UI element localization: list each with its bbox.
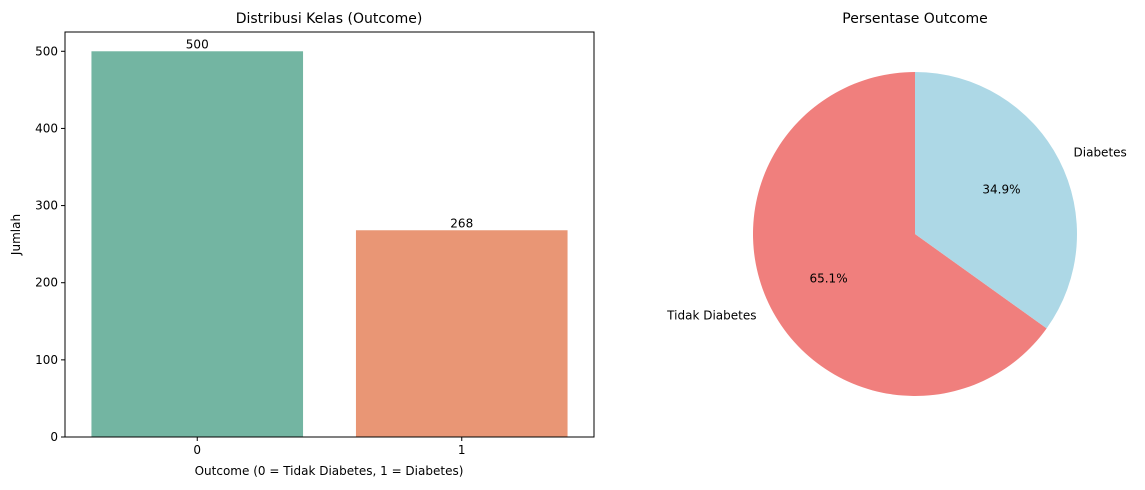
- bar: [355, 230, 568, 437]
- bar: [91, 51, 304, 438]
- pie-chart-title: Persentase Outcome: [842, 11, 987, 27]
- bar-y-tick-label: 300: [35, 199, 58, 213]
- pie-percent-label: 34.9%: [982, 183, 1020, 197]
- pie-slice-label: Tidak Diabetes: [666, 308, 756, 322]
- bar-y-tick-label: 500: [35, 44, 58, 58]
- bar-chart: Distribusi Kelas (Outcome) 0 100 200 300 400…: [9, 11, 595, 478]
- pie-percent-label: 65.1%: [809, 271, 847, 285]
- bar-axes-frame: [64, 31, 595, 438]
- bar-y-tick-label: 0: [50, 430, 58, 444]
- bar-chart-title: Distribusi Kelas (Outcome): [236, 11, 423, 27]
- bar-plot-area: 0 100 200 300 400 500 500 0 268 1: [35, 37, 568, 457]
- bar-data-label: 268: [450, 216, 473, 230]
- bar-x-tick-label: 1: [458, 443, 466, 457]
- bar-y-axis-label: Jumlah: [9, 214, 23, 256]
- bar-x-axis-label: Outcome (0 = Tidak Diabetes, 1 = Diabete…: [195, 464, 464, 478]
- pie-chart: Persentase Outcome 65.1% Tidak Diabetes 34…: [666, 11, 1127, 396]
- bar-data-label: 500: [186, 37, 209, 51]
- pie-slice: [753, 72, 1047, 396]
- pie-slice-label: Diabetes: [1074, 146, 1127, 160]
- pie-slice: [915, 72, 1078, 329]
- bar-y-tick-label: 400: [35, 121, 58, 135]
- pie-plot-area: 65.1% Tidak Diabetes 34.9% Diabetes: [666, 72, 1127, 396]
- bar-x-tick-label: 0: [193, 443, 201, 457]
- bar-y-tick-label: 200: [35, 276, 58, 290]
- bar-y-tick-label: 100: [35, 353, 58, 367]
